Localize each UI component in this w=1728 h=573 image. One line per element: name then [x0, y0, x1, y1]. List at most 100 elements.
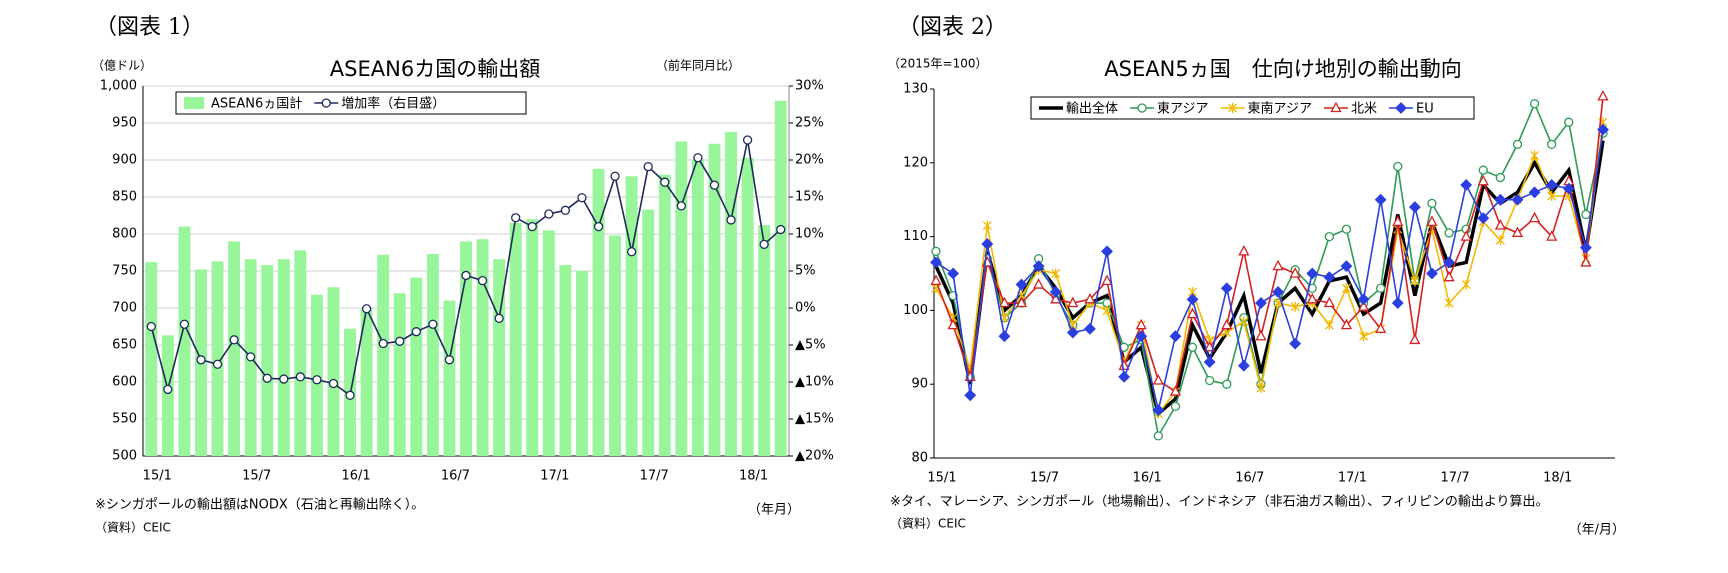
marker: [1084, 292, 1096, 304]
marker: [1562, 182, 1575, 195]
marker: [1511, 226, 1524, 238]
bar: [542, 230, 555, 456]
marker: [776, 224, 786, 235]
note: ※タイ、マレーシア、シンガポール（地場輸出）、インドネシア（非石油ガス輸出）、フ…: [890, 495, 1549, 510]
legend-label: ASEAN6ヵ国計: [211, 96, 302, 112]
marker: [1323, 271, 1336, 284]
marker: [660, 177, 670, 187]
bar: [277, 259, 290, 456]
marker: [1170, 401, 1181, 411]
x-tick-label: 16/1: [1133, 471, 1162, 486]
marker: [1530, 150, 1540, 161]
y-tick-label: 500: [112, 449, 137, 464]
bar: [691, 160, 704, 456]
marker: [1393, 161, 1403, 172]
marker: [759, 239, 769, 250]
marker: [1324, 320, 1334, 331]
bar: [725, 131, 737, 456]
bar: [211, 261, 224, 456]
marker: [1222, 379, 1232, 389]
y2-tick-label: ▲10%: [795, 375, 834, 390]
marker: [1426, 267, 1438, 280]
marker: [1460, 179, 1473, 191]
marker: [948, 290, 958, 301]
bar: [145, 262, 158, 456]
marker: [1255, 329, 1267, 341]
marker: [1494, 193, 1507, 206]
marker: [1135, 330, 1148, 343]
marker: [1323, 296, 1335, 308]
bar: [476, 239, 489, 456]
marker: [1512, 139, 1523, 150]
marker: [395, 336, 405, 346]
bar: [393, 293, 406, 456]
marker: [1306, 292, 1318, 304]
source: （資料）CEIC: [95, 521, 171, 535]
x-tick-label: 17/1: [540, 469, 569, 484]
bar: [228, 241, 241, 456]
y-tick-label: 90: [911, 377, 928, 392]
marker: [947, 318, 959, 330]
marker: [1409, 333, 1421, 345]
marker: [1494, 219, 1506, 230]
marker: [1204, 375, 1215, 386]
line: [935, 129, 1604, 411]
y2-tick-label: 10%: [795, 227, 824, 242]
marker: [1477, 174, 1489, 186]
marker: [1375, 322, 1387, 333]
bar: [377, 254, 390, 456]
legend-swatch: [184, 97, 204, 109]
y-tick-label: 100: [903, 303, 928, 318]
bar: [774, 100, 787, 457]
marker: [1359, 331, 1369, 342]
marker: [312, 375, 322, 385]
marker: [1049, 286, 1062, 298]
bar: [675, 141, 688, 456]
marker: [1511, 193, 1524, 206]
marker: [1169, 330, 1182, 343]
marker: [1204, 340, 1216, 352]
marker: [1289, 267, 1301, 278]
marker: [1051, 268, 1061, 279]
marker: [1529, 99, 1540, 109]
x-tick-label: 18/1: [739, 469, 768, 484]
marker: [931, 246, 941, 257]
bar: [327, 287, 340, 456]
bar: [410, 277, 423, 456]
marker: [676, 201, 686, 211]
marker: [1186, 307, 1199, 319]
marker: [1256, 382, 1266, 393]
figure-label: （図表 1）: [95, 15, 204, 40]
marker: [1444, 298, 1454, 309]
x-tick-label: 15/7: [1030, 471, 1059, 486]
y2-tick-label: 5%: [795, 264, 816, 279]
marker: [964, 389, 977, 402]
legend-label: 東南アジア: [1248, 101, 1312, 117]
bar: [741, 157, 754, 456]
marker: [1239, 316, 1249, 327]
marker: [1015, 296, 1028, 308]
marker: [494, 313, 504, 324]
bar: [460, 241, 472, 456]
bar: [575, 271, 588, 456]
x-tick-label: 15/1: [927, 471, 956, 486]
marker: [1341, 224, 1352, 234]
legend-label: 輸出全体: [1066, 101, 1118, 117]
marker: [1443, 256, 1455, 269]
marker: [1547, 139, 1557, 150]
marker: [1426, 215, 1438, 226]
y-tick-label: 1,000: [100, 79, 137, 94]
y-tick-label: 950: [112, 116, 137, 131]
bar: [261, 265, 274, 456]
marker: [930, 274, 942, 286]
marker: [1597, 89, 1609, 101]
marker: [726, 215, 736, 225]
bar: [658, 174, 671, 457]
bar: [642, 209, 655, 456]
marker: [1237, 359, 1250, 372]
y-tick-label: 650: [112, 338, 137, 353]
y-axis-label: （2015年=100）: [888, 57, 988, 71]
marker: [1186, 293, 1199, 306]
marker: [1272, 259, 1284, 271]
